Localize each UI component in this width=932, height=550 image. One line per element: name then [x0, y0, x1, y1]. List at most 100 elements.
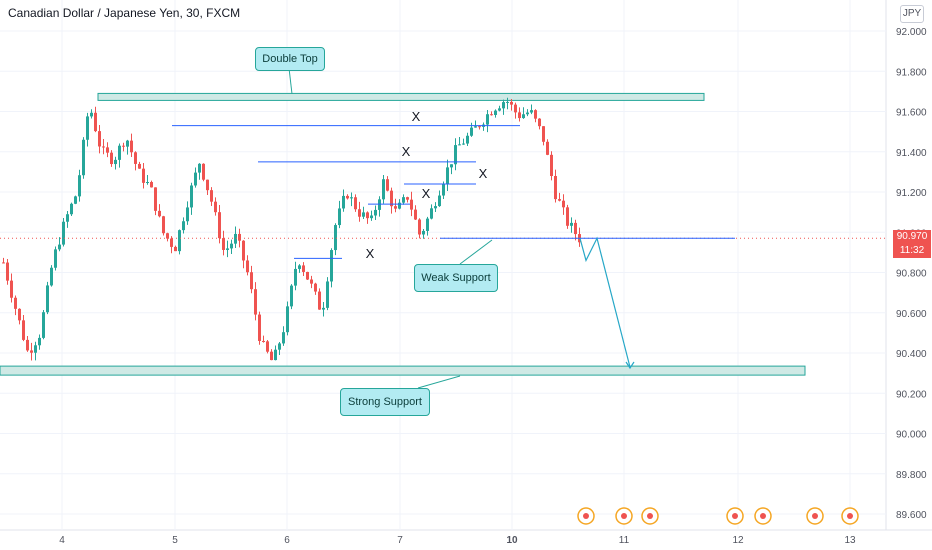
- candle-body: [526, 112, 529, 115]
- candle-body: [410, 199, 413, 210]
- candle-body: [190, 185, 193, 208]
- candle-body: [58, 244, 61, 250]
- candle-body: [454, 145, 457, 165]
- candle-body: [358, 209, 361, 217]
- event-icon: [841, 507, 859, 525]
- candle-body: [458, 144, 461, 146]
- candle-body: [450, 164, 453, 168]
- candle-body: [86, 116, 89, 140]
- y-tick-label: 90.200: [896, 389, 927, 400]
- event-icon: [615, 507, 633, 525]
- candle-body: [6, 262, 9, 281]
- candle-body: [210, 190, 213, 202]
- y-tick-label: 91.200: [896, 188, 927, 199]
- candle-body: [302, 265, 305, 272]
- strong-support-label[interactable]: Strong Support: [340, 388, 430, 416]
- candle-body: [538, 118, 541, 127]
- candle-body: [182, 221, 185, 231]
- candle-body: [98, 131, 101, 147]
- candle-body: [462, 143, 465, 145]
- y-tick-label: 89.800: [896, 470, 927, 481]
- double-top-zone: [97, 92, 705, 101]
- event-icon-dot: [621, 513, 627, 519]
- candle-body: [306, 271, 309, 280]
- candle-body: [362, 212, 365, 217]
- double-top-label[interactable]: Double Top: [255, 47, 325, 71]
- candle-body: [138, 163, 141, 169]
- candle-body: [114, 159, 117, 165]
- candle-body: [38, 337, 41, 346]
- candle-body: [394, 206, 397, 209]
- candle-body: [390, 190, 393, 207]
- candle-body: [474, 126, 477, 128]
- candle-body: [22, 320, 25, 340]
- candle-body: [266, 341, 269, 352]
- candle-body: [66, 214, 69, 222]
- candle-body: [282, 332, 285, 344]
- chart-title: Canadian Dollar / Japanese Yen, 30, FXCM: [8, 6, 241, 20]
- candle-body: [402, 197, 405, 203]
- x-tick-label: 10: [506, 535, 518, 546]
- candle-body: [206, 179, 209, 191]
- event-icon: [641, 507, 659, 525]
- candle-body: [198, 163, 201, 173]
- candle-body: [42, 312, 45, 338]
- candle-body: [234, 233, 237, 244]
- candle-body: [294, 268, 297, 286]
- candle-body: [346, 195, 349, 199]
- candle-body: [506, 101, 509, 103]
- candle-body: [18, 308, 21, 321]
- weak-support-label[interactable]: Weak Support: [414, 264, 498, 292]
- candle-body: [386, 179, 389, 191]
- event-icon: [577, 507, 595, 525]
- candle-body: [166, 233, 169, 239]
- currency-badge[interactable]: JPY: [900, 5, 924, 23]
- candle-body: [34, 345, 37, 353]
- candle-body: [546, 141, 549, 155]
- x-mark-label: X: [479, 166, 488, 181]
- candle-body: [550, 154, 553, 176]
- candle-body: [322, 307, 325, 310]
- candle-body: [558, 199, 561, 201]
- candle-body: [430, 208, 433, 219]
- x-tick-label: 13: [844, 535, 856, 546]
- projection-arrowhead: [625, 361, 635, 370]
- double-top-leader: [288, 67, 293, 95]
- y-tick-label: 90.800: [896, 269, 927, 280]
- candle-body: [566, 207, 569, 226]
- candle-body: [106, 147, 109, 153]
- candle-body: [318, 291, 321, 310]
- candle-body: [370, 215, 373, 219]
- candle-body: [110, 152, 113, 165]
- candle-body: [258, 314, 261, 341]
- candle-body: [194, 172, 197, 186]
- candle-body: [126, 140, 129, 147]
- candle-body: [170, 238, 173, 247]
- x-tick-label: 6: [284, 535, 290, 546]
- x-mark-label: X: [366, 246, 375, 261]
- candle-body: [46, 285, 49, 313]
- candle-body: [334, 225, 337, 251]
- candle-body: [78, 175, 81, 197]
- strong-support-zone: [0, 365, 806, 376]
- candle-body: [466, 135, 469, 144]
- candle-body: [2, 262, 5, 264]
- candle-body: [238, 233, 241, 241]
- candle-body: [14, 297, 17, 309]
- candle-body: [446, 167, 449, 185]
- weak-support-leader: [459, 239, 493, 265]
- event-icon-dot: [647, 513, 653, 519]
- y-tick-label: 91.400: [896, 148, 927, 159]
- candle-body: [286, 306, 289, 333]
- candle-body: [398, 202, 401, 209]
- x-tick-label: 4: [59, 535, 65, 546]
- candle-body: [510, 101, 513, 105]
- candle-body: [30, 350, 33, 353]
- candle-body: [502, 102, 505, 109]
- candle-body: [354, 197, 357, 210]
- candle-body: [150, 182, 153, 188]
- y-tick-label: 89.600: [896, 510, 927, 521]
- candle-body: [314, 283, 317, 292]
- last-price-value: 90.970: [896, 231, 928, 242]
